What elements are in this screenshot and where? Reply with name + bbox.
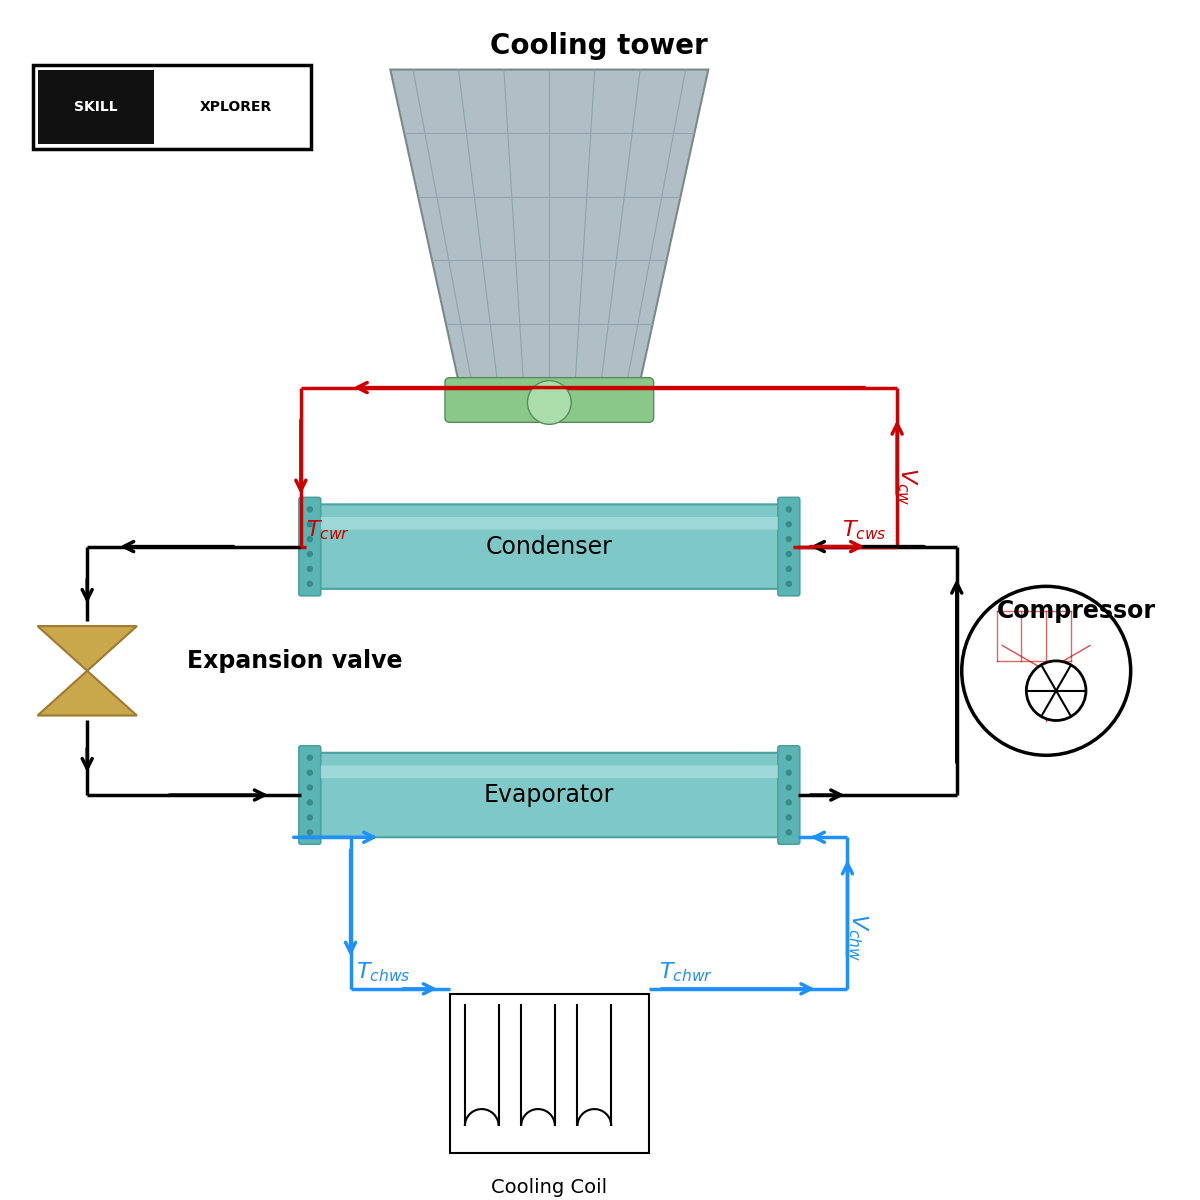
Circle shape <box>307 566 312 571</box>
Circle shape <box>786 552 791 557</box>
Circle shape <box>786 506 791 512</box>
Circle shape <box>307 755 312 761</box>
Circle shape <box>307 830 312 835</box>
Bar <box>37 70 155 144</box>
Text: Expansion valve: Expansion valve <box>186 649 402 673</box>
Text: Evaporator: Evaporator <box>484 784 614 808</box>
Circle shape <box>528 380 571 425</box>
Circle shape <box>786 830 791 835</box>
FancyBboxPatch shape <box>445 378 654 422</box>
Text: $V_{chw}$: $V_{chw}$ <box>846 913 869 961</box>
Circle shape <box>307 785 312 790</box>
Text: Compressor: Compressor <box>996 599 1156 623</box>
Circle shape <box>786 522 791 527</box>
Circle shape <box>307 800 312 805</box>
Circle shape <box>1026 661 1086 720</box>
Circle shape <box>786 581 791 587</box>
FancyBboxPatch shape <box>320 766 778 778</box>
Text: $V_{cw}$: $V_{cw}$ <box>895 467 919 505</box>
Text: Cooling Coil: Cooling Coil <box>491 1177 607 1196</box>
Circle shape <box>307 552 312 557</box>
Circle shape <box>786 785 791 790</box>
Polygon shape <box>37 626 137 671</box>
FancyBboxPatch shape <box>778 746 799 845</box>
Circle shape <box>307 581 312 587</box>
Circle shape <box>786 800 791 805</box>
FancyBboxPatch shape <box>299 746 320 845</box>
Circle shape <box>307 536 312 541</box>
FancyBboxPatch shape <box>301 504 798 589</box>
Polygon shape <box>390 70 708 388</box>
Text: $T_{chws}$: $T_{chws}$ <box>355 960 410 984</box>
Circle shape <box>307 815 312 820</box>
Circle shape <box>961 587 1130 755</box>
Circle shape <box>786 815 791 820</box>
Circle shape <box>786 755 791 761</box>
Text: $T_{cws}$: $T_{cws}$ <box>842 518 887 541</box>
Circle shape <box>786 536 791 541</box>
FancyBboxPatch shape <box>320 517 778 529</box>
Bar <box>32 65 311 149</box>
FancyBboxPatch shape <box>778 497 799 595</box>
Circle shape <box>307 770 312 775</box>
Polygon shape <box>37 671 137 715</box>
Bar <box>450 994 649 1153</box>
Text: SKILL: SKILL <box>74 100 118 114</box>
Text: XPLORER: XPLORER <box>199 100 272 114</box>
Circle shape <box>307 506 312 512</box>
Circle shape <box>786 566 791 571</box>
FancyBboxPatch shape <box>299 497 320 595</box>
Text: $T_{chwr}$: $T_{chwr}$ <box>659 960 713 984</box>
Circle shape <box>307 522 312 527</box>
FancyBboxPatch shape <box>301 752 798 838</box>
Text: $T_{cwr}$: $T_{cwr}$ <box>306 518 350 541</box>
Circle shape <box>786 770 791 775</box>
Text: Condenser: Condenser <box>486 534 613 558</box>
Text: Cooling tower: Cooling tower <box>490 31 708 60</box>
